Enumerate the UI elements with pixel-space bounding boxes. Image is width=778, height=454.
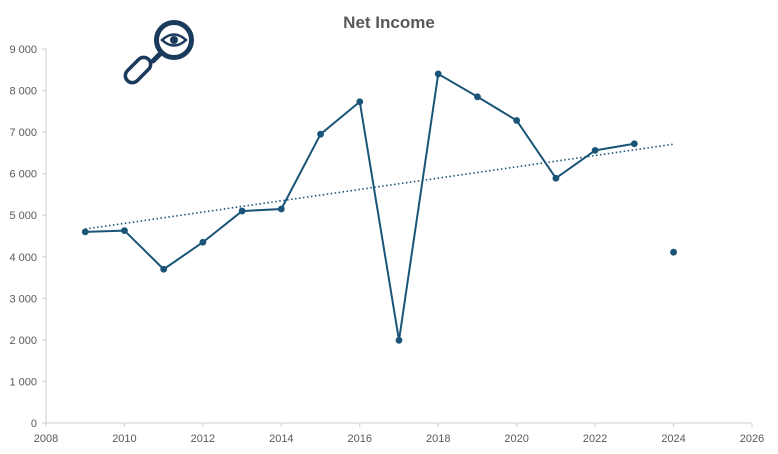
- y-tick-label: 8 000: [9, 86, 37, 98]
- axes: 0 1 000 2 000 3 000 4 000 5 000 6 000 7 000 8 00…: [9, 44, 764, 445]
- data-point: [552, 174, 560, 182]
- data-point: [395, 336, 403, 344]
- series-line-segment: [398, 72, 440, 342]
- data-point: [199, 238, 207, 246]
- series-line-segment: [162, 241, 204, 271]
- data-point: [81, 228, 89, 236]
- data-point: [317, 130, 324, 138]
- y-tick-label: 4 000: [9, 252, 37, 264]
- y-tick-label: 0: [31, 418, 37, 430]
- series-line-segment: [280, 133, 322, 210]
- y-tick-label: 6 000: [9, 169, 37, 181]
- data-point: [591, 146, 599, 154]
- x-tick-label: 2020: [504, 433, 528, 445]
- y-tick-label: 3 000: [9, 293, 37, 305]
- series-layer: [84, 72, 636, 342]
- y-tick-label: 2 000: [9, 335, 37, 347]
- data-point: [513, 117, 521, 124]
- data-point: [670, 248, 677, 256]
- series-line-segment: [554, 149, 597, 180]
- data-point: [277, 205, 285, 213]
- x-tick-label: 2022: [583, 433, 607, 445]
- x-tick-label: 2018: [426, 433, 450, 445]
- series-line-segment: [437, 72, 479, 98]
- data-point: [121, 227, 128, 234]
- data-point: [474, 93, 481, 101]
- x-tick-label: 2026: [740, 433, 764, 445]
- x-tick-label: 2012: [191, 433, 215, 445]
- series-line-segment: [594, 142, 636, 152]
- magnifier-eye-icon: [123, 20, 194, 85]
- series-line-segment: [358, 100, 400, 342]
- y-tick-label: 1 000: [9, 376, 37, 388]
- series-line-segment: [515, 119, 557, 180]
- series-line-segment: [123, 229, 165, 271]
- y-tick-label: 5 000: [9, 210, 37, 222]
- series-line-segment: [241, 207, 283, 213]
- series-line-segment: [319, 100, 361, 136]
- y-tick-label: 9 000: [9, 44, 37, 56]
- data-point: [434, 70, 442, 78]
- x-tick-label: 2014: [269, 433, 293, 445]
- x-tick-label: 2016: [348, 433, 372, 445]
- series-line-segment: [476, 95, 518, 122]
- data-point: [238, 207, 246, 215]
- data-point: [160, 265, 168, 273]
- y-tick-label: 7 000: [9, 127, 37, 139]
- x-tick-label: 2008: [34, 433, 58, 445]
- data-point: [356, 98, 364, 106]
- x-tick-label: 2010: [112, 433, 136, 445]
- x-tick-label: 2024: [661, 433, 685, 445]
- trendline-layer: [85, 143, 674, 230]
- chart-title: Net Income: [343, 13, 435, 32]
- series-line-segment: [201, 210, 244, 244]
- series-line-segment: [84, 229, 126, 233]
- data-point: [630, 140, 638, 148]
- points-layer: [81, 70, 677, 344]
- trendline: [85, 143, 674, 230]
